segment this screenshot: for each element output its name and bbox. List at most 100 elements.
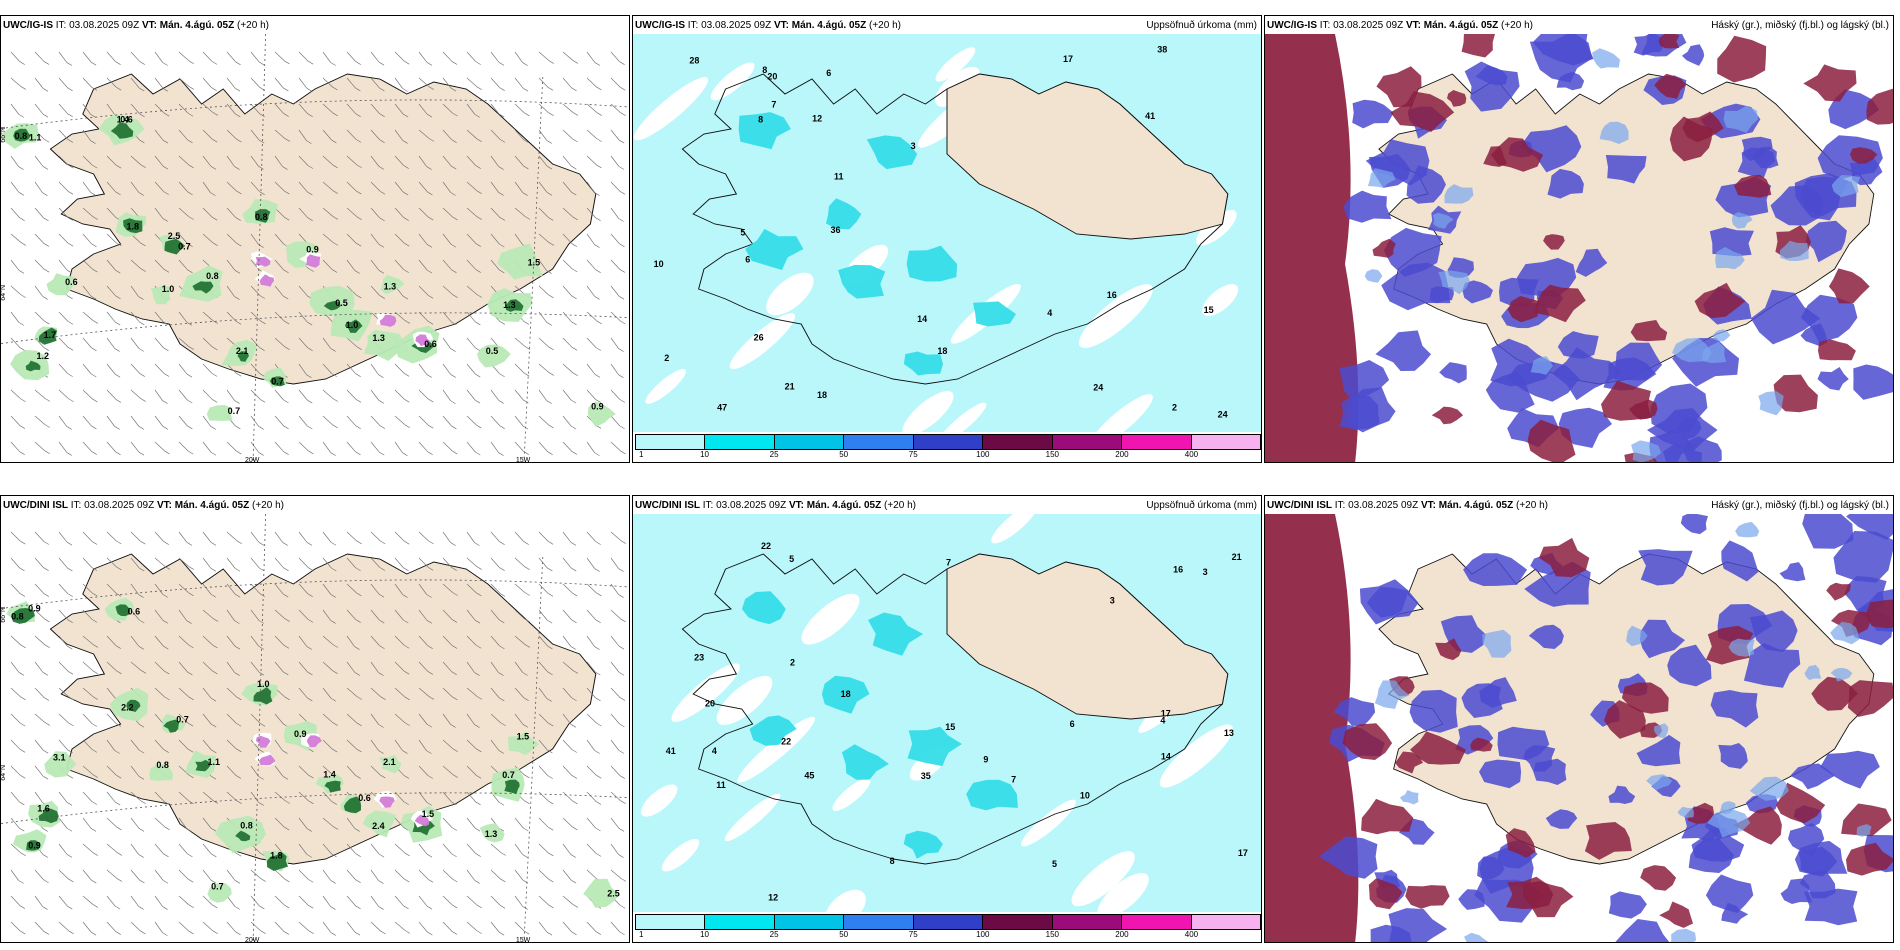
wind-barb-flag <box>427 931 433 936</box>
wind-barb <box>346 233 357 244</box>
field-blob <box>1584 822 1632 860</box>
wind-barb-flag <box>355 619 361 623</box>
precip-value-label: 7 <box>946 558 951 568</box>
wind-barb <box>82 765 94 775</box>
wind-barb-flag <box>404 930 411 934</box>
wind-barb-flag <box>259 61 265 66</box>
colorbar-tick-label: 75 <box>908 450 918 459</box>
wind-barb <box>322 687 332 699</box>
wind-barb-flag <box>595 619 601 624</box>
wind-barb-flag <box>234 645 241 650</box>
wind-barb-flag <box>90 295 97 300</box>
latitude-line <box>1 312 629 344</box>
wind-barb <box>250 441 260 453</box>
wind-barb-flag <box>594 374 601 378</box>
precip-value-label: 38 <box>1157 45 1167 55</box>
wind-barb <box>538 687 548 699</box>
wind-barb <box>106 895 116 907</box>
wind-barb <box>250 181 260 192</box>
field-blob <box>1447 90 1467 107</box>
wind-barb <box>34 77 44 89</box>
wind-barb-flag <box>139 321 145 326</box>
wind-barb <box>490 557 500 568</box>
wind-barb <box>418 739 427 751</box>
cloud-cover-map[interactable] <box>1265 34 1893 462</box>
wind-barb <box>538 311 548 323</box>
wind-barb-flag <box>331 567 337 572</box>
wind-barb-flag <box>211 61 218 65</box>
wind-barb-flag <box>283 295 289 300</box>
cloud-cover-map[interactable] <box>1265 514 1893 942</box>
field-blob <box>477 344 511 368</box>
wind-barb-flag <box>43 268 50 273</box>
field-blob <box>1395 751 1424 774</box>
wind-barb <box>250 389 261 400</box>
wind-barb-flag <box>43 61 50 65</box>
wind-barb-flag <box>140 242 146 247</box>
field-blob <box>1575 248 1608 277</box>
field-blob <box>1817 135 1883 180</box>
panel-header: UWC/DINI ISL IT: 03.08.2025 09Z VT: Mán.… <box>635 500 1257 516</box>
wind-barb-flag <box>140 540 146 545</box>
wind-barb <box>466 765 477 776</box>
wind-barb-flag <box>452 294 458 298</box>
field-blob <box>343 796 362 814</box>
wind-barb-flag <box>20 696 26 701</box>
wind-barb-flag <box>476 566 482 570</box>
wind-barb-flag <box>91 347 97 352</box>
colorbar-tick-label: 10 <box>700 450 709 459</box>
wind-barb-flag <box>139 87 145 92</box>
wind-barb <box>538 337 549 348</box>
wind-barb <box>298 557 309 568</box>
wind-precip-map[interactable]: 66°N 64°N 20W 15W 1.1 0.6 0.7 0.8 2.1 0.7 0.5 1.0 0.… <box>1 34 629 462</box>
wind-barb-flag <box>42 672 49 676</box>
accumulated-precip-map[interactable]: 11 7 5 4 13 22 17 18 14 10 16 15 41 17 35 20 21 23 45 22 5 4 3… <box>633 514 1261 942</box>
wind-barb-flag <box>234 620 240 624</box>
wind-barb <box>538 129 548 141</box>
field-blob <box>1464 932 1489 942</box>
wind-barb <box>58 843 68 855</box>
accumulated-precip-map[interactable]: 2 6 8 7 8 18 24 24 17 18 20 16 47 38 41 26 28 21 10 5 12 15 14… <box>633 34 1261 462</box>
wind-barb <box>394 103 404 115</box>
field-blob <box>1654 73 1687 99</box>
wind-barb <box>274 791 286 801</box>
wind-barb-flag <box>547 216 554 221</box>
wind-barb-flag <box>547 671 553 676</box>
wind-barb-flag <box>403 619 409 624</box>
colorbar-swatch <box>1122 915 1192 929</box>
wind-barb-flag <box>379 113 385 118</box>
wind-barb <box>394 233 405 244</box>
wind-barb-flag <box>570 542 577 546</box>
wind-barb-flag <box>427 878 434 883</box>
wind-barb-flag <box>428 138 435 142</box>
field-blob <box>415 334 431 346</box>
wind-barb <box>250 531 260 543</box>
wind-barb-flag <box>306 374 312 378</box>
wind-barb <box>586 921 597 932</box>
field-blob <box>1658 34 1680 49</box>
dry-streak <box>1196 209 1237 246</box>
wind-barb <box>226 531 237 541</box>
wind-barb <box>10 389 21 400</box>
wind-barb-flag <box>452 904 458 909</box>
wind-barb <box>10 661 20 673</box>
wind-barb <box>226 77 236 89</box>
wind-barb <box>250 259 260 271</box>
wind-barb-flag <box>402 88 408 92</box>
wind-barb <box>58 609 68 620</box>
wind-barb <box>514 635 526 645</box>
wind-barb-flag <box>570 723 577 728</box>
dry-land <box>946 553 1229 720</box>
wind-barb <box>250 155 259 167</box>
wind-barb-flag <box>474 114 480 118</box>
wind-barb <box>178 531 188 543</box>
wind-precip-map[interactable]: 66°N 64°N 20W 15W 0.9 0.6 0.7 1.1 0.8 1.8 1.4 0.6 1.… <box>1 514 629 942</box>
lead-time: (+20 h) <box>237 20 269 31</box>
wind-barb <box>226 661 235 673</box>
wind-barb <box>442 415 452 427</box>
wind-barb-flag <box>474 827 481 832</box>
wind-barb-flag <box>282 166 288 170</box>
wind-barb-flag <box>212 618 219 622</box>
wind-barb <box>58 181 69 192</box>
wind-barb <box>130 661 142 671</box>
